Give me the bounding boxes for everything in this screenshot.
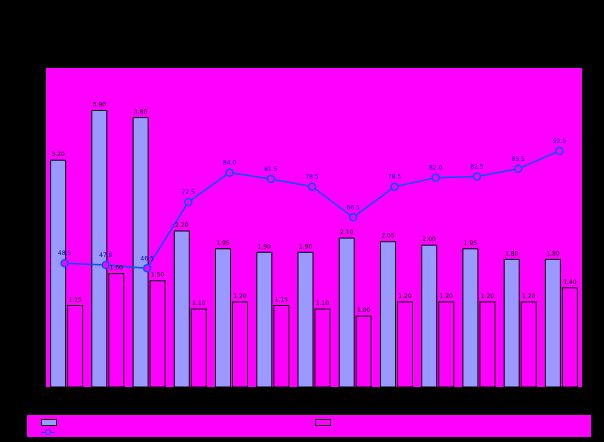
bar-s2-6 <box>273 305 290 388</box>
bar-s1-12 <box>503 258 520 388</box>
bar-s1-4 <box>173 230 190 388</box>
bar-s1-9 <box>380 241 396 388</box>
legend-item-bar-series-1 <box>41 419 61 426</box>
bar-s2-8 <box>355 315 372 388</box>
bar-label-s1-11: 1.95 <box>464 240 478 247</box>
line-point-10 <box>431 173 440 182</box>
line-point-6 <box>266 174 276 184</box>
bar-label-s2-6: 1.15 <box>275 297 289 304</box>
bar-s1-2 <box>91 110 108 388</box>
plot-area <box>46 68 582 387</box>
line-label-1: 48.5 <box>58 250 72 257</box>
bar-label-s2-13: 1.40 <box>563 279 577 286</box>
bar-s2-3 <box>149 280 166 388</box>
bar-s1-1 <box>50 159 67 388</box>
bar-s2-12 <box>520 301 537 388</box>
line-point-7 <box>307 182 317 191</box>
line-label-12: 85.5 <box>512 156 526 163</box>
bar-label-s2-12: 1.20 <box>522 293 536 300</box>
line-point-8 <box>348 213 358 222</box>
bar-label-s2-4: 1.10 <box>192 300 206 307</box>
line-label-7: 78.5 <box>305 174 319 181</box>
bar-s1-10 <box>421 244 438 388</box>
line-label-11: 82.5 <box>470 164 484 171</box>
bar-label-s1-10: 2.00 <box>423 236 437 243</box>
line-point-1 <box>60 258 69 268</box>
line-point-3 <box>142 264 152 273</box>
bar-label-s1-5: 1.95 <box>216 240 230 247</box>
line-label-10: 82.0 <box>429 165 443 172</box>
bar-label-s1-1: 3.20 <box>51 151 65 158</box>
legend-swatch-line-series <box>41 429 55 435</box>
line-point-13 <box>555 146 564 156</box>
bar-s1-6 <box>256 251 273 388</box>
line-label-13: 92.5 <box>553 138 567 145</box>
line-point-2 <box>101 260 111 270</box>
legend <box>26 414 592 438</box>
bar-label-s2-7: 1.10 <box>316 300 330 307</box>
legend-swatch-bar-series-2 <box>315 419 331 426</box>
bar-label-s1-8: 2.10 <box>340 229 354 236</box>
line-point-4 <box>184 197 193 207</box>
bar-label-s1-9: 2.05 <box>381 233 395 240</box>
bar-label-s1-3: 3.80 <box>134 109 148 116</box>
bar-s1-11 <box>462 248 479 388</box>
bar-label-s2-10: 1.20 <box>440 293 454 300</box>
line-label-3: 46.5 <box>140 255 154 262</box>
line-label-6: 81.5 <box>264 166 278 173</box>
bar-s1-3 <box>132 117 149 388</box>
line-point-9 <box>390 182 399 191</box>
line-point-5 <box>225 168 234 177</box>
legend-item-line-series <box>41 429 59 435</box>
bar-s2-2 <box>108 273 125 388</box>
bar-s1-5 <box>215 248 231 388</box>
line-label-4: 72.5 <box>182 189 196 196</box>
legend-swatch-bar-series-1 <box>41 419 57 426</box>
bar-s1-13 <box>544 258 561 388</box>
bar-s2-9 <box>397 301 413 388</box>
bar-label-s2-2: 1.60 <box>110 265 124 272</box>
bar-label-s1-6: 1.90 <box>258 243 272 250</box>
bar-s2-13 <box>561 287 578 388</box>
bar-s1-8 <box>338 237 355 388</box>
bar-s2-5 <box>232 301 248 388</box>
bar-label-s1-12: 1.80 <box>505 250 519 257</box>
line-label-8: 66.5 <box>347 204 361 211</box>
line-point-11 <box>472 172 482 181</box>
bar-label-s1-2: 3.90 <box>93 102 107 109</box>
bar-s2-4 <box>190 308 207 388</box>
bar-s2-7 <box>314 308 331 388</box>
bar-label-s2-1: 1.15 <box>68 297 82 304</box>
line-point-12 <box>513 164 523 174</box>
line-label-2: 47.8 <box>99 252 113 259</box>
bar-label-s2-9: 1.20 <box>398 293 412 300</box>
bar-label-s2-3: 1.50 <box>151 272 165 279</box>
bar-label-s2-11: 1.20 <box>481 293 495 300</box>
bar-label-s2-5: 1.20 <box>233 293 247 300</box>
legend-item-bar-series-2 <box>315 419 335 426</box>
bar-label-s1-4: 2.20 <box>175 222 189 229</box>
line-label-9: 78.5 <box>388 174 402 181</box>
bar-s2-10 <box>438 301 455 388</box>
bar-label-s2-8: 1.00 <box>357 307 371 314</box>
bar-label-s1-7: 1.90 <box>299 243 313 250</box>
bar-s2-11 <box>479 301 496 388</box>
bar-s2-1 <box>67 305 84 388</box>
bar-label-s1-13: 1.80 <box>546 250 560 257</box>
line-label-5: 84.0 <box>223 160 237 167</box>
bar-s1-7 <box>297 251 314 388</box>
